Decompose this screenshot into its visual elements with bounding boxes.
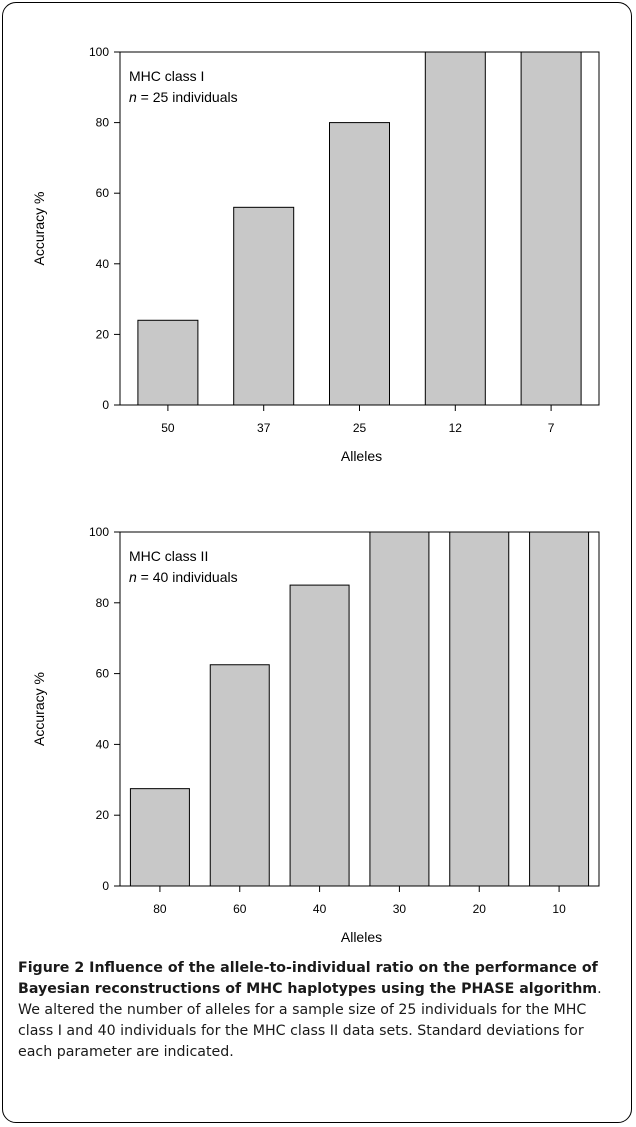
x-tick-label: 25 — [353, 421, 367, 435]
y-tick-label: 40 — [96, 737, 110, 751]
annotation-class: MHC class II — [129, 548, 208, 564]
y-axis-label: Accuracy % — [31, 672, 47, 746]
bar-25 — [329, 122, 390, 406]
annotation-individuals: = 25 individuals — [137, 89, 238, 105]
y-tick-label: 40 — [96, 257, 110, 271]
chart-1: 0 20 40 60 80 100 50 37 25 12 7 Alleles Accuracy % MH… — [31, 45, 600, 464]
bar-20 — [449, 531, 510, 887]
y-tick-label: 80 — [96, 116, 110, 130]
caption-text: . We altered the number of alleles for a… — [18, 981, 602, 1060]
x-tick-label: 80 — [153, 902, 167, 916]
x-tick-label: 10 — [552, 902, 566, 916]
annotation-n: n — [129, 569, 137, 585]
bar-37 — [233, 206, 295, 406]
caption-title: Figure 2 Influence of the allele-to-indi… — [18, 960, 598, 997]
y-tick-label: 100 — [89, 525, 109, 539]
y-tick-label: 0 — [102, 879, 109, 893]
bar-12 — [424, 51, 486, 406]
bar-50 — [137, 319, 199, 406]
y-tick-label: 20 — [96, 808, 110, 822]
x-tick-label: 40 — [313, 902, 327, 916]
bar-7 — [520, 51, 582, 406]
bar-80 — [129, 788, 190, 887]
y-tick-label: 20 — [96, 327, 110, 341]
y-axis-label: Accuracy % — [31, 192, 47, 266]
annotation-individuals: = 40 individuals — [137, 569, 238, 585]
figure-caption: Figure 2 Influence of the allele-to-indi… — [18, 958, 622, 1063]
x-tick-label: 20 — [473, 902, 487, 916]
y-tick-label: 100 — [89, 45, 109, 59]
y-tick-label: 80 — [96, 596, 110, 610]
annotation-n: n — [129, 89, 137, 105]
y-tick-label: 0 — [102, 398, 109, 412]
plot-frame — [119, 531, 600, 887]
chart-2: 0 20 40 60 80 100 80 60 40 30 20 10 Alleles Accuracy … — [31, 525, 600, 945]
annotation-class: MHC class I — [129, 68, 204, 84]
x-tick-label: 30 — [393, 902, 407, 916]
x-tick-label: 60 — [233, 902, 247, 916]
y-tick-label: 60 — [96, 186, 110, 200]
bar-40 — [289, 584, 350, 887]
x-axis-label: Alleles — [341, 929, 382, 945]
x-tick-label: 50 — [161, 421, 175, 435]
x-axis-label: Alleles — [341, 448, 382, 464]
annotation-sample-size: n = 25 individuals — [129, 89, 238, 105]
bar-10 — [529, 531, 590, 887]
bar-60 — [209, 664, 270, 887]
x-tick-label: 37 — [257, 421, 271, 435]
y-tick-label: 60 — [96, 667, 110, 681]
annotation-sample-size: n = 40 individuals — [129, 569, 238, 585]
bar-30 — [369, 531, 430, 887]
x-tick-label: 12 — [449, 421, 463, 435]
x-tick-label: 7 — [548, 421, 555, 435]
